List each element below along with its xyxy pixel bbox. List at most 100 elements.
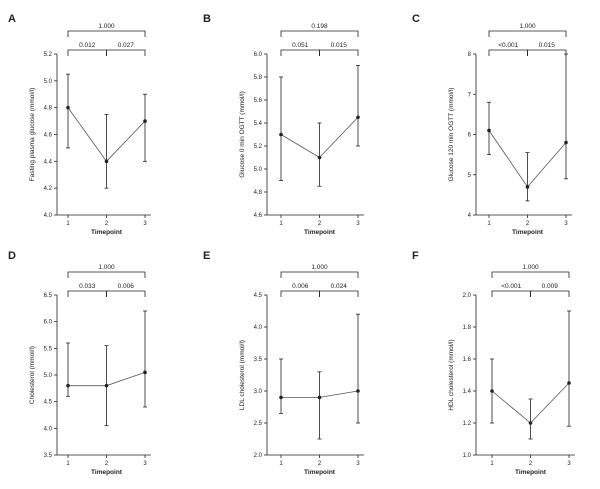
x-tick-label: 3 xyxy=(356,221,360,227)
y-tick-label: 3.5 xyxy=(254,357,263,363)
p-value-label: 0.012 xyxy=(79,42,96,49)
x-tick-label: 1 xyxy=(66,461,70,467)
data-point xyxy=(356,389,360,393)
x-tick-label: 1 xyxy=(66,221,70,227)
y-tick-label: 5.0 xyxy=(254,167,263,173)
x-axis-label: Timepoint xyxy=(515,469,547,476)
y-tick-label: 5.5 xyxy=(44,346,53,352)
p-value-label: 0.015 xyxy=(331,42,348,49)
x-tick-label: 1 xyxy=(279,461,283,467)
y-tick-label: 5.0 xyxy=(44,79,53,85)
y-axis-label: Glucose 0 min OGTT (mmol/l) xyxy=(239,91,246,178)
y-tick-label: 4.5 xyxy=(254,293,263,299)
y-tick-label: 6.0 xyxy=(254,52,263,58)
y-axis-label: HDL cholesterol (mmol/l) xyxy=(448,339,455,410)
data-point xyxy=(564,140,568,145)
p-value-label: 1.000 xyxy=(519,23,536,30)
panel-f: F 1.0 1.2 1.4 1.6 1.8 2.0 1 2 3 Timepoint HDL chole… xyxy=(412,250,575,476)
significance-bracket xyxy=(527,49,567,56)
p-value-label: 1.000 xyxy=(98,264,115,271)
x-axis-label: Timepoint xyxy=(91,229,123,236)
data-point xyxy=(279,132,283,137)
y-tick-label: 8 xyxy=(468,52,472,58)
y-tick-label: 4.8 xyxy=(44,106,53,112)
y-tick-label: 2.0 xyxy=(254,453,263,459)
p-value-label: 0.009 xyxy=(542,283,559,290)
data-point xyxy=(279,395,283,400)
panel-letter: F xyxy=(412,250,419,262)
significance-bracket xyxy=(488,30,567,37)
y-tick-label: 4.8 xyxy=(254,190,263,196)
y-tick-label: 7 xyxy=(468,92,472,98)
p-value-label: 0.006 xyxy=(118,283,135,290)
y-tick-label: 5.4 xyxy=(254,121,263,127)
p-value-label: 0.027 xyxy=(118,42,135,49)
p-value-label: 1.000 xyxy=(98,23,115,30)
y-tick-label: 5.6 xyxy=(254,98,263,104)
significance-bracket xyxy=(280,30,359,37)
p-value-label: 0.015 xyxy=(539,42,556,49)
x-tick-label: 1 xyxy=(487,221,491,227)
y-axis-label: LDL cholesterol (mmol/l) xyxy=(239,340,246,410)
p-value-label: 0.198 xyxy=(311,23,328,30)
p-value-label: <0.001 xyxy=(498,42,518,49)
significance-bracket xyxy=(67,290,107,297)
x-axis-label: Timepoint xyxy=(512,229,544,236)
data-point xyxy=(487,128,491,133)
p-value-label: <0.001 xyxy=(501,283,521,290)
y-tick-label: 3.5 xyxy=(44,453,53,459)
panel-b: B 4.6 4.8 5.0 5.2 5.4 5.6 5.8 6.0 1 2 3 Timepoint Glu… xyxy=(203,13,364,236)
panel-c: C 4 5 6 7 8 1 2 3 Timepoint Glucose 120 min OGTT (… xyxy=(412,13,572,236)
x-tick-label: 2 xyxy=(526,221,530,227)
x-tick-label: 2 xyxy=(529,461,533,467)
x-axis-label: Timepoint xyxy=(91,469,123,476)
x-tick-label: 2 xyxy=(105,221,109,227)
panel-e: E 2.0 2.5 3.0 3.5 4.0 4.5 1 2 3 Timepoint LDL chole… xyxy=(203,250,364,476)
y-tick-label: 5 xyxy=(468,173,472,179)
panel-a: A 4.0 4.2 4.4 4.6 4.8 5.0 5.2 1 2 3 Timepoint Fastin… xyxy=(8,13,151,236)
data-point xyxy=(317,395,322,400)
y-tick-label: 5.2 xyxy=(44,52,53,58)
panel-letter: C xyxy=(412,13,420,25)
y-tick-label: 1.0 xyxy=(463,453,472,459)
y-tick-label: 4.6 xyxy=(44,133,53,139)
y-tick-label: 1.6 xyxy=(463,357,472,363)
significance-bracket xyxy=(319,290,359,297)
significance-bracket xyxy=(280,271,359,278)
data-point xyxy=(104,383,109,388)
y-tick-label: 5.0 xyxy=(44,373,53,379)
significance-bracket xyxy=(67,30,146,37)
y-tick-label: 3.0 xyxy=(254,389,263,395)
significance-bracket xyxy=(67,49,107,56)
y-tick-label: 4.6 xyxy=(254,213,263,219)
significance-bracket xyxy=(491,271,570,278)
panel-d: D 3.5 4.0 4.5 5.0 5.5 6.0 6.5 1 2 3 Timepoint Choles… xyxy=(8,250,151,476)
x-tick-label: 1 xyxy=(490,461,494,467)
y-tick-label: 4.0 xyxy=(44,426,53,432)
x-tick-label: 1 xyxy=(279,221,283,227)
y-tick-label: 4 xyxy=(468,213,472,219)
p-value-label: 0.006 xyxy=(292,283,309,290)
x-axis-label: Timepoint xyxy=(304,469,336,476)
significance-bracket xyxy=(280,49,320,56)
p-value-label: 1.000 xyxy=(311,264,328,271)
data-point xyxy=(567,381,571,385)
p-value-label: 0.051 xyxy=(292,42,309,49)
p-value-label: 0.024 xyxy=(331,283,348,290)
y-tick-label: 1.4 xyxy=(463,389,472,395)
x-tick-label: 2 xyxy=(318,461,322,467)
data-point xyxy=(528,421,533,425)
y-tick-label: 5.2 xyxy=(254,144,263,150)
significance-bracket xyxy=(280,290,320,297)
y-axis-label: Glucose 120 min OGTT (mmol/l) xyxy=(448,88,455,182)
y-tick-label: 1.8 xyxy=(463,325,472,331)
x-tick-label: 3 xyxy=(356,461,360,467)
y-tick-label: 4.2 xyxy=(44,186,53,192)
p-value-label: 0.033 xyxy=(79,283,96,290)
data-point xyxy=(143,370,147,375)
data-point xyxy=(317,155,322,160)
data-point xyxy=(356,115,360,120)
panel-letter: E xyxy=(203,250,210,262)
